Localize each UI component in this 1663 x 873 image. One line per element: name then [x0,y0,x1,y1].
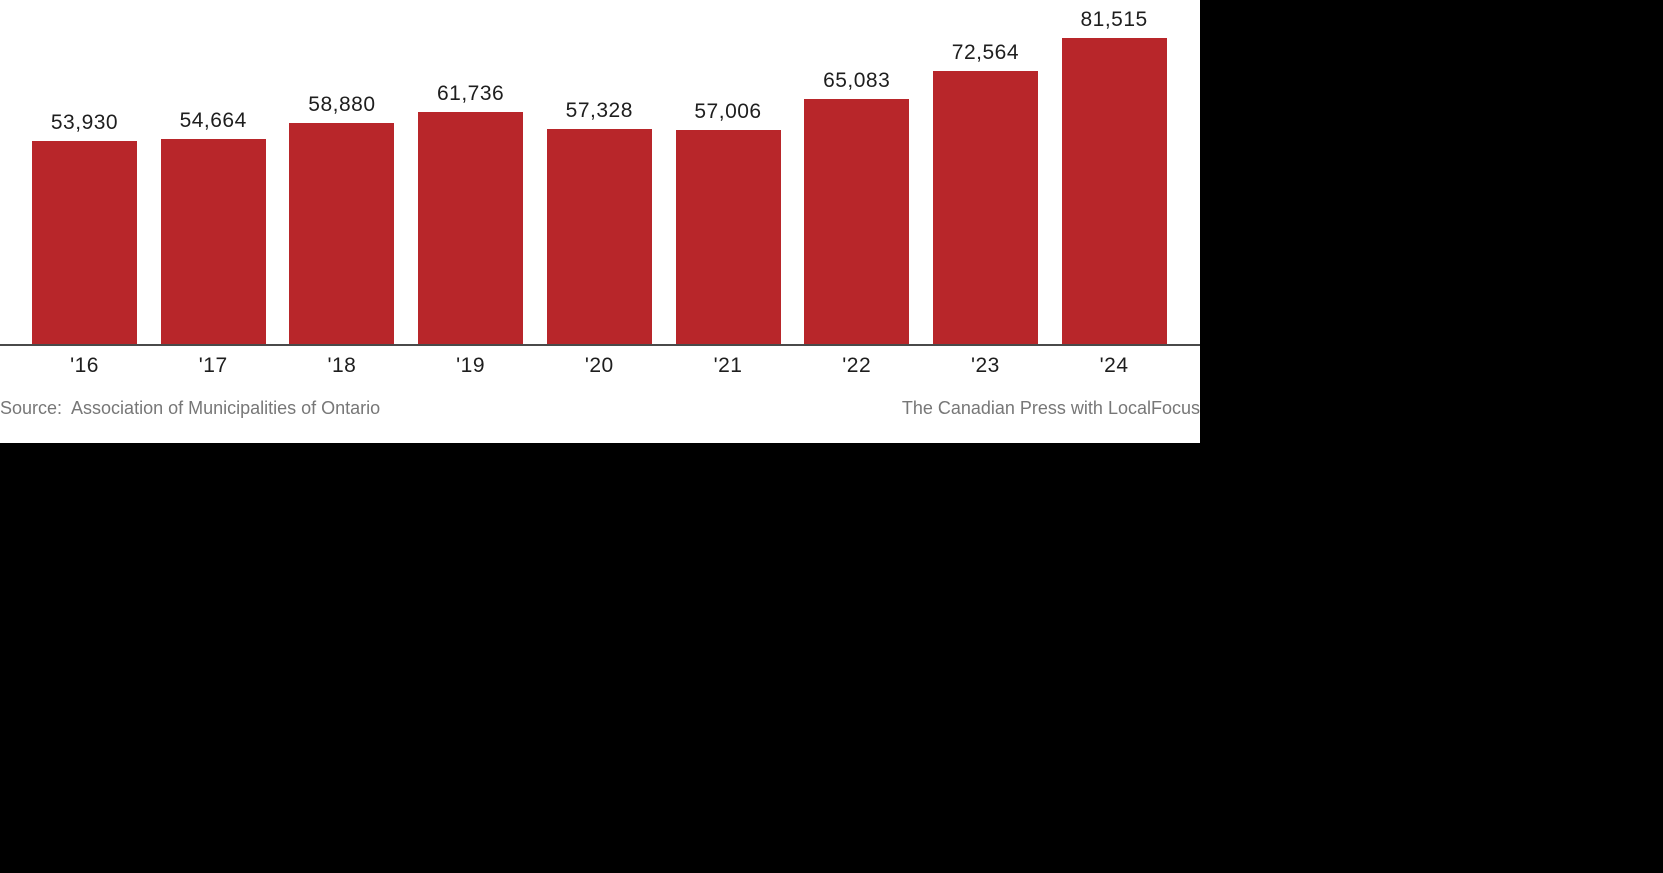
x-tick-label: '17 [198,354,228,377]
x-tick-label: '16 [70,354,99,377]
x-axis-baseline [0,344,1200,346]
bar [289,122,395,344]
bar [418,112,524,344]
x-tick-label: '21 [713,354,743,377]
x-tick-label: '20 [584,354,614,377]
plot-area: 53,930 54,664 58,880 61,736 57,328 57,006 65,0… [0,0,1200,345]
bar [932,71,1038,344]
bar [546,128,652,344]
x-tick-label: '24 [1099,354,1129,377]
bar [804,99,910,344]
x-tick-label: '23 [970,354,1000,377]
credit-note: The Canadian Press with LocalFocus [901,398,1200,418]
bar-value-label: 72,564 [951,41,1019,65]
bar [675,129,781,344]
bar [32,141,137,344]
x-tick-label: '18 [327,354,357,377]
bar-value-label: 65,083 [823,69,891,93]
bar-value-label: 54,664 [179,108,247,132]
chart-panel: 53,930 54,664 58,880 61,736 57,328 57,006 65,0… [0,0,1200,443]
bar-value-label: 81,515 [1080,7,1148,31]
bar-value-label: 57,006 [694,99,762,123]
bar-value-label: 53,930 [50,111,119,135]
source-note: Source: Association of Municipalities of… [0,398,381,418]
bar-value-label: 57,328 [565,98,633,122]
bar [160,138,266,344]
x-tick-label: '22 [842,354,872,377]
bar-value-label: 61,736 [436,81,505,105]
bar [1061,37,1167,344]
x-tick-label: '19 [456,354,486,377]
bar-value-label: 58,880 [308,92,376,116]
